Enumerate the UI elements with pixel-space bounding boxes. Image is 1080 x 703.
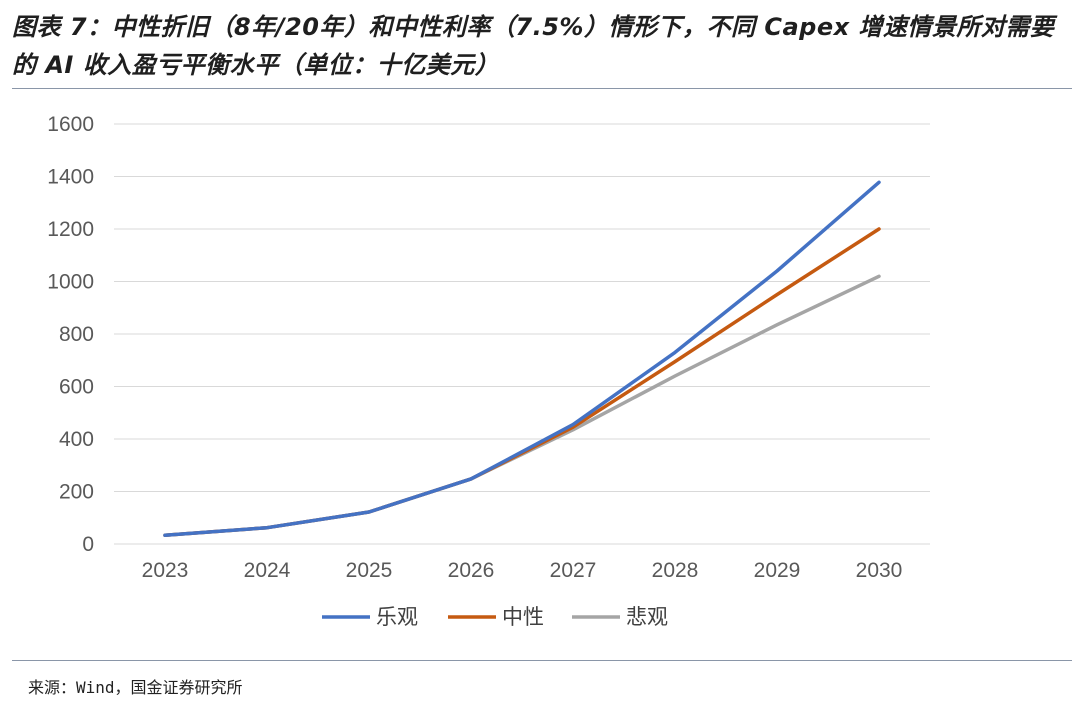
- legend-label: 悲观: [626, 605, 668, 629]
- y-tick-label: 1200: [47, 218, 94, 241]
- grid-lines: [114, 123, 930, 545]
- series-lines: [163, 180, 881, 538]
- x-tick-label: 2030: [856, 559, 903, 582]
- y-axis-ticks: 0 200 400 600 800 1000 1200 1400 1600: [47, 113, 94, 556]
- y-tick-label: 1000: [47, 271, 94, 294]
- series-line-乐观: [163, 180, 881, 538]
- y-tick-label: 0: [82, 533, 94, 556]
- legend: 乐观 中性 悲观: [322, 605, 668, 629]
- legend-label: 乐观: [376, 605, 418, 629]
- y-tick-label: 400: [59, 428, 94, 451]
- legend-label: 中性: [502, 605, 544, 629]
- y-tick-label: 1600: [47, 113, 94, 136]
- y-tick-label: 800: [59, 323, 94, 346]
- x-tick-label: 2023: [142, 559, 189, 582]
- x-tick-label: 2026: [448, 559, 495, 582]
- top-divider: [12, 88, 1072, 89]
- y-tick-label: 1400: [47, 166, 94, 189]
- x-tick-label: 2029: [754, 559, 801, 582]
- bottom-divider: [12, 660, 1072, 661]
- x-tick-label: 2024: [244, 559, 291, 582]
- chart-title: 图表 7：中性折旧（8年/20年）和中性利率（7.5%）情形下，不同 Capex…: [12, 13, 1055, 79]
- y-tick-label: 600: [59, 376, 94, 399]
- series-line-悲观: [163, 274, 881, 538]
- x-tick-label: 2027: [550, 559, 597, 582]
- x-tick-label: 2028: [652, 559, 699, 582]
- y-tick-label: 200: [59, 481, 94, 504]
- x-axis-ticks: 2023 2024 2025 2026 2027 2028 2029 2030: [142, 559, 903, 582]
- x-tick-label: 2025: [346, 559, 393, 582]
- source-note: 来源：Wind，国金证券研究所: [28, 678, 243, 697]
